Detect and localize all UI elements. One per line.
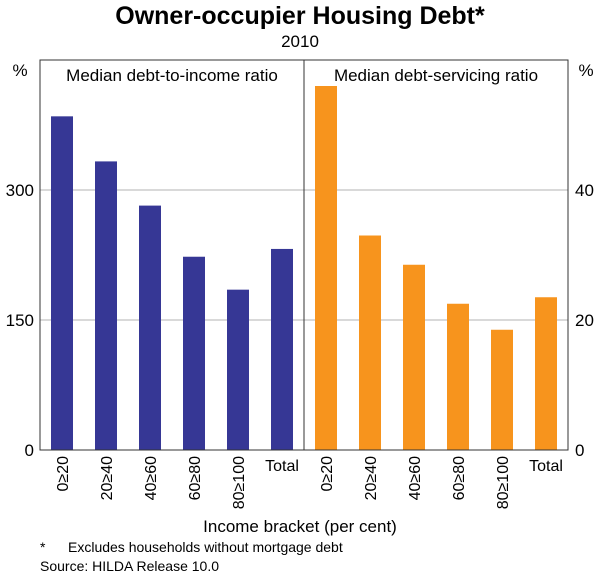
left-axis-unit: % [12, 61, 27, 80]
category-label-left-0: 0≥20 [55, 456, 72, 492]
category-label-right-2: 40≥60 [407, 456, 424, 500]
chart-subtitle: 2010 [281, 32, 319, 51]
gridlines [40, 189, 568, 321]
category-label-right-4: 80≥100 [495, 456, 512, 509]
category-labels: 0≥20 20≥40 40≥60 60≥80 80≥100 Total 0≥20 20≥40 4… [55, 456, 563, 509]
left-tick-label-0: 0 [25, 441, 34, 460]
bar-dsr-1 [359, 235, 381, 450]
bars [51, 86, 557, 450]
left-tick-label-1: 150 [6, 311, 34, 330]
bar-dti-3 [183, 256, 205, 450]
bar-dsr-3 [447, 303, 469, 450]
category-label-right-0: 0≥20 [319, 456, 336, 492]
bar-dsr-4 [491, 329, 513, 450]
bar-dti-0 [51, 116, 73, 450]
category-label-left-2: 40≥60 [143, 456, 160, 500]
category-label-right-3: 60≥80 [451, 456, 468, 500]
bar-dti-2 [139, 205, 161, 450]
x-axis-label: Income bracket (per cent) [203, 517, 397, 536]
category-label-right-5: Total [529, 458, 563, 475]
category-label-left-1: 20≥40 [99, 456, 116, 500]
category-label-left-4: 80≥100 [231, 456, 248, 509]
right-tick-label-2: 40 [575, 181, 594, 200]
panel-title-left: Median debt-to-income ratio [66, 66, 278, 85]
footnote: Excludes households without mortgage deb… [68, 539, 343, 555]
bar-dti-1 [95, 161, 117, 450]
chart-title: Owner-occupier Housing Debt* [115, 2, 485, 30]
left-tick-label-2: 300 [6, 181, 34, 200]
axis-ticks: 0 150 300 0 20 40 [6, 181, 594, 460]
bar-dsr-2 [403, 264, 425, 450]
bar-dsr-0 [315, 86, 337, 450]
source-note: Source: HILDA Release 10.0 [40, 558, 219, 574]
category-label-right-1: 20≥40 [363, 456, 380, 500]
panel-title-right: Median debt-servicing ratio [334, 66, 538, 85]
category-label-left-3: 60≥80 [187, 456, 204, 500]
category-label-left-5: Total [265, 458, 299, 475]
bar-dti-5 [271, 248, 293, 450]
right-tick-label-1: 20 [575, 311, 594, 330]
right-tick-label-0: 0 [575, 441, 584, 460]
footnote-marker: * [40, 539, 46, 555]
bar-dti-4 [227, 289, 249, 450]
bar-dsr-5 [535, 297, 557, 450]
right-axis-unit: % [578, 61, 593, 80]
